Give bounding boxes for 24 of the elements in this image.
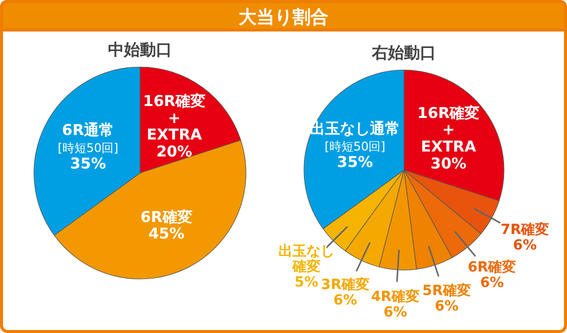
data-label: 6% (434, 298, 459, 315)
data-label: 5% (294, 274, 318, 291)
slice-label: 5R確変 (422, 282, 471, 299)
slice-label: 出玉なし確変 (278, 243, 334, 275)
data-label: 6% (480, 275, 504, 292)
chart-subtitle: 右始動口 (371, 43, 436, 62)
slice-label: 16R確変 + EXTRA (417, 104, 480, 156)
chart-subtitle: 中始動口 (108, 40, 172, 59)
slice-label: 4R確変 (371, 288, 420, 305)
data-label: 6% (333, 292, 358, 309)
slice-label: 16R確変 + EXTRA (143, 92, 206, 144)
slice-label: 6R通常 [時短50回] (58, 121, 118, 155)
slice-label: 6R確変 (468, 258, 516, 276)
data-label: 35% (337, 153, 373, 172)
data-label: 20% (156, 142, 192, 160)
data-label: 30% (430, 154, 466, 172)
data-label: 45% (148, 224, 184, 243)
data-label: 6% (513, 238, 537, 254)
slice-label: 6R確変 (140, 208, 192, 226)
slice-label: 7R確変 (500, 220, 550, 238)
title-banner: 大当り割合 (0, 0, 567, 32)
slice-label: 3R確変 (320, 276, 370, 293)
data-label: 6% (383, 304, 408, 321)
data-label: 35% (70, 154, 106, 173)
